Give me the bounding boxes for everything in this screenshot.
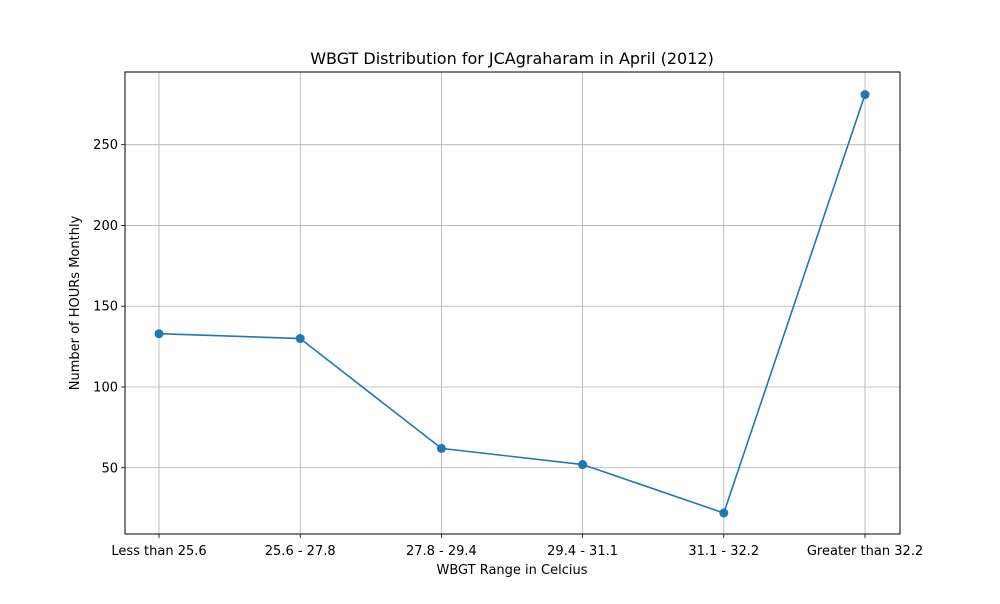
y-axis-label: Number of HOURs Monthly [68,215,83,390]
ticks-layer: Less than 25.6 25.6 - 27.8 27.8 - 29.4 29.4… [93,138,923,559]
x-tick-label: 29.4 - 31.1 [547,544,618,559]
series-line [158,94,866,515]
data-point [436,443,446,453]
x-tick-label: 31.1 - 32.2 [688,544,759,559]
x-tick-label: Less than 25.6 [111,544,206,559]
plot-frame [124,71,901,535]
series-layer [154,90,870,518]
y-tick-label: 100 [93,381,118,396]
x-tick-label: 25.6 - 27.8 [265,544,336,559]
data-point [719,508,729,518]
data-point [295,334,305,344]
x-axis-label: WBGT Range in Celcius [436,563,587,578]
x-tick-label: 27.8 - 29.4 [406,544,477,559]
y-tick-label: 250 [93,138,118,153]
x-tick-label: Greater than 32.2 [807,544,923,559]
data-point [860,90,870,100]
chart-title: WBGT Distribution for JCAgraharam in Apr… [310,49,714,68]
y-tick-label: 50 [101,461,118,476]
y-tick-label: 150 [93,300,118,315]
grid-layer [125,72,900,534]
data-point [578,460,588,470]
data-point [154,329,164,339]
y-tick-label: 200 [93,219,118,234]
